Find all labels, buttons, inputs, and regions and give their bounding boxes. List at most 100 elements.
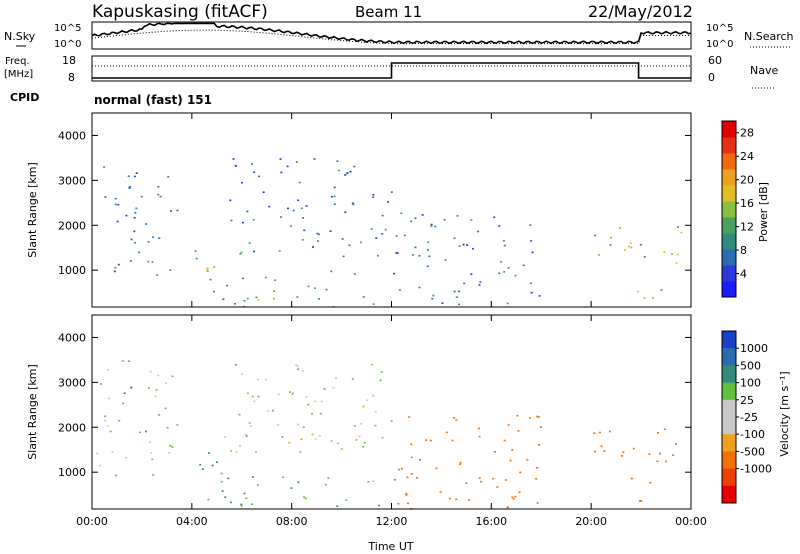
echo-cell	[216, 461, 218, 463]
echo-cell	[516, 414, 519, 417]
echo-cell	[267, 410, 270, 412]
echo-cell	[598, 254, 600, 256]
time-axis-label: Time UT	[367, 540, 413, 553]
echo-cell	[274, 279, 277, 281]
echo-cell	[643, 297, 646, 299]
echo-cell	[390, 191, 393, 193]
echo-cell	[529, 224, 532, 226]
echo-cell	[425, 439, 427, 441]
velocity-colorbar-swatch	[722, 331, 736, 349]
echo-cell	[421, 214, 424, 216]
echo-cell	[455, 498, 458, 501]
echo-cell	[176, 209, 179, 212]
echo-cell	[659, 452, 661, 455]
echo-cell	[344, 174, 347, 176]
echo-cell	[253, 250, 256, 253]
x-tick-label: 20:00	[575, 515, 607, 528]
echo-cell	[303, 496, 306, 498]
echo-cell	[346, 172, 349, 174]
echo-cell	[251, 476, 254, 478]
velocity-y-ticks: 1000 2000 3000 4000	[58, 331, 691, 479]
echo-cell	[317, 240, 319, 242]
echo-cell	[628, 245, 630, 248]
velocity-panel-frame	[91, 314, 692, 510]
echo-cell	[256, 484, 259, 486]
echo-cell	[455, 296, 458, 298]
echo-cell	[332, 386, 335, 389]
echo-cell	[618, 227, 621, 229]
echo-cell	[242, 221, 244, 224]
echo-cell	[377, 504, 380, 507]
echo-cell	[176, 424, 179, 426]
echo-cell	[519, 471, 522, 474]
echo-cell	[290, 487, 293, 489]
echo-cell	[130, 386, 133, 389]
echo-cell	[393, 272, 396, 275]
noise-sky-trace	[91, 22, 692, 45]
echo-cell	[297, 481, 300, 484]
echo-cell	[427, 249, 429, 251]
echo-cell	[166, 426, 169, 429]
echo-cell	[397, 502, 400, 505]
echo-cell	[430, 225, 433, 227]
echo-cell	[514, 495, 517, 498]
echo-cell	[104, 415, 107, 417]
echo-cell	[133, 217, 136, 219]
echo-cell	[213, 266, 216, 268]
echo-cell	[407, 502, 409, 505]
echo-cell	[318, 298, 321, 300]
echo-cell	[478, 427, 481, 430]
echo-cell	[458, 463, 461, 466]
echo-cell	[248, 242, 251, 244]
echo-cell	[457, 290, 460, 293]
echo-cell	[411, 254, 414, 256]
echo-cell	[245, 433, 248, 436]
echo-cell	[301, 370, 304, 372]
echo-cell	[476, 230, 479, 233]
echo-cell	[147, 241, 150, 243]
echo-cell	[503, 244, 506, 247]
echo-cell	[395, 252, 398, 254]
echo-cell	[622, 451, 625, 453]
freq-label-2: [MHz]	[4, 69, 33, 80]
echo-cell	[329, 230, 332, 232]
echo-cell	[253, 171, 256, 174]
echo-cell	[224, 436, 226, 438]
echo-cell	[600, 445, 603, 448]
echo-cell	[330, 196, 333, 198]
echo-cell	[372, 194, 375, 196]
echo-cell	[286, 165, 289, 168]
echo-cell	[430, 223, 433, 226]
echo-cell	[335, 377, 337, 379]
power-colorbar-tick-label: 16	[740, 197, 754, 210]
echo-cell	[297, 423, 300, 426]
echo-cell	[507, 424, 510, 426]
echo-cell	[311, 413, 313, 415]
power-colorbar-tick-label: 24	[740, 150, 754, 163]
echo-cell	[107, 425, 110, 427]
echo-cell	[503, 271, 506, 273]
echo-cell	[199, 463, 202, 466]
echo-cell	[99, 464, 102, 467]
echo-cell	[511, 449, 514, 451]
velocity-colorbar-tick-label: -100	[740, 428, 765, 441]
echo-cell	[257, 395, 260, 398]
echo-cell	[296, 365, 299, 368]
echo-cell	[297, 368, 300, 370]
echo-cell	[323, 388, 326, 390]
echo-cell	[445, 431, 448, 434]
echo-cell	[114, 203, 117, 206]
echo-cell	[439, 491, 442, 493]
echo-cell	[313, 287, 316, 289]
velocity-colorbar-swatch	[722, 485, 736, 504]
echo-cell	[256, 378, 259, 381]
echo-cell	[509, 459, 512, 462]
freq-panel-frame	[91, 55, 692, 82]
echo-cell	[157, 374, 160, 377]
echo-cell	[292, 391, 294, 394]
echo-cell	[629, 242, 632, 244]
echo-cell	[312, 246, 314, 248]
echo-cell	[395, 235, 398, 237]
echo-cell	[380, 371, 383, 373]
echo-cell	[638, 500, 641, 502]
